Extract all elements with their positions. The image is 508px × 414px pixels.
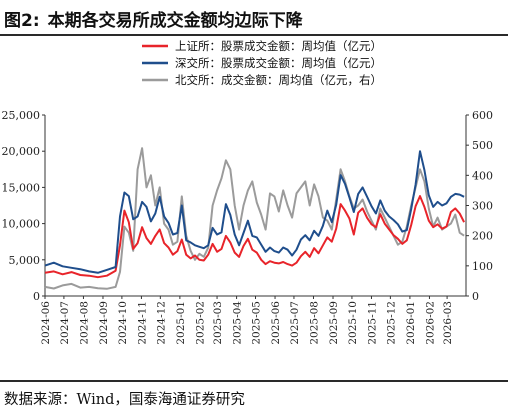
- y-left-tick-label: 20,000: [2, 145, 41, 158]
- x-tick-label: 2025-08: [308, 301, 320, 345]
- x-tick-label: 2024-09: [98, 301, 110, 345]
- y-right-tick-label: 500: [472, 139, 493, 152]
- x-tick-label: 2025-07: [289, 301, 301, 345]
- x-tick-label: 2024-11: [136, 301, 148, 345]
- x-tick-label: 2026-01: [405, 301, 417, 345]
- x-tick-label: 2025-04: [232, 301, 244, 345]
- x-tick-label: 2025-01: [175, 301, 187, 345]
- y-left-tick-label: 0: [33, 290, 40, 303]
- figure-title-text: 本期各交易所成交金额均边际下降: [47, 11, 303, 31]
- x-tick-label: 2024-08: [78, 301, 90, 345]
- y-left-tick-label: 25,000: [2, 109, 41, 122]
- figure-title: 图2: 本期各交易所成交金额均边际下降: [4, 6, 303, 31]
- line-chart: 上证所：股票成交金额：周均值（亿元） 深交所：股票成交金额：周均值（亿元） 北交所：…: [2, 39, 494, 345]
- x-tick-label: 2024-07: [59, 301, 71, 345]
- x-tick-label: 2026-03: [442, 301, 454, 345]
- chart-series: [44, 147, 465, 290]
- legend-label-szse: 深交所：股票成交金额：周均值（亿元）: [175, 56, 382, 70]
- y-left-tick-label: 15,000: [2, 181, 41, 194]
- x-tick-label: 2025-06: [270, 301, 282, 345]
- y-right-tick-label: 600: [472, 109, 493, 122]
- x-tick-label: 2025-09: [328, 301, 340, 345]
- x-tick-label: 2025-12: [385, 301, 397, 345]
- x-tick-label: 2025-03: [212, 301, 224, 345]
- y-left-tick-label: 10,000: [2, 218, 41, 231]
- x-tick-label: 2025-10: [347, 301, 359, 345]
- legend-label-sse: 上证所：股票成交金额：周均值（亿元）: [175, 39, 382, 53]
- chart-axes: 0 5,000 10,000 15,000 20,000 25,000 0 100 200 300…: [2, 109, 494, 345]
- series-line-sse: [44, 195, 465, 279]
- x-tick-label: 2026-02: [424, 301, 436, 345]
- bottom-rule: [0, 380, 508, 382]
- x-tick-label: 2025-05: [251, 301, 263, 345]
- y-right-tick-label: 200: [472, 230, 493, 243]
- y-right-tick-label: 100: [472, 260, 493, 273]
- x-tick-label: 2024-06: [40, 301, 52, 345]
- source-label: 数据来源：: [4, 392, 77, 408]
- series-line-szse: [44, 150, 465, 274]
- x-tick-label: 2025-02: [194, 301, 206, 345]
- y-right-tick-label: 0: [472, 290, 479, 303]
- chart-legend: 上证所：股票成交金额：周均值（亿元） 深交所：股票成交金额：周均值（亿元） 北交所：…: [142, 39, 382, 87]
- y-left-tick-label: 5,000: [9, 254, 41, 267]
- source-note: 数据来源：Wind，国泰海通证券研究: [4, 388, 245, 409]
- legend-label-bse: 北交所：成交金额：周均值（亿元，右）: [175, 73, 382, 87]
- figure-label: 图2:: [4, 11, 40, 31]
- series-line-bse: [44, 147, 465, 290]
- x-tick-label: 2024-12: [155, 301, 167, 345]
- y-right-tick-label: 300: [472, 200, 493, 213]
- x-tick-label: 2024-10: [117, 301, 129, 345]
- source-text: Wind，国泰海通证券研究: [76, 392, 245, 408]
- top-rule: [0, 34, 508, 36]
- y-right-tick-label: 400: [472, 169, 493, 182]
- x-tick-label: 2025-11: [366, 301, 378, 345]
